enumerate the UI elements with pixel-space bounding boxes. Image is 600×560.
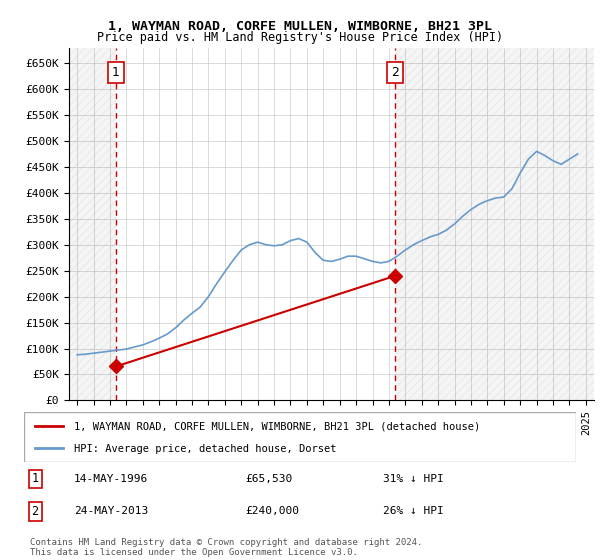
Text: 14-MAY-1996: 14-MAY-1996 [74,474,148,484]
Text: HPI: Average price, detached house, Dorset: HPI: Average price, detached house, Dors… [74,444,336,454]
Text: 26% ↓ HPI: 26% ↓ HPI [383,506,443,516]
Text: £240,000: £240,000 [245,506,299,516]
Text: 2: 2 [31,505,38,517]
Text: 1: 1 [112,66,120,79]
Text: 1: 1 [31,473,38,486]
FancyBboxPatch shape [24,412,576,462]
Text: Price paid vs. HM Land Registry's House Price Index (HPI): Price paid vs. HM Land Registry's House … [97,31,503,44]
Text: £65,530: £65,530 [245,474,292,484]
Text: 2: 2 [391,66,399,79]
Text: 24-MAY-2013: 24-MAY-2013 [74,506,148,516]
Text: Contains HM Land Registry data © Crown copyright and database right 2024.
This d: Contains HM Land Registry data © Crown c… [30,538,422,557]
Text: 31% ↓ HPI: 31% ↓ HPI [383,474,443,484]
Text: 1, WAYMAN ROAD, CORFE MULLEN, WIMBORNE, BH21 3PL (detached house): 1, WAYMAN ROAD, CORFE MULLEN, WIMBORNE, … [74,422,480,432]
Text: 1, WAYMAN ROAD, CORFE MULLEN, WIMBORNE, BH21 3PL: 1, WAYMAN ROAD, CORFE MULLEN, WIMBORNE, … [108,20,492,32]
